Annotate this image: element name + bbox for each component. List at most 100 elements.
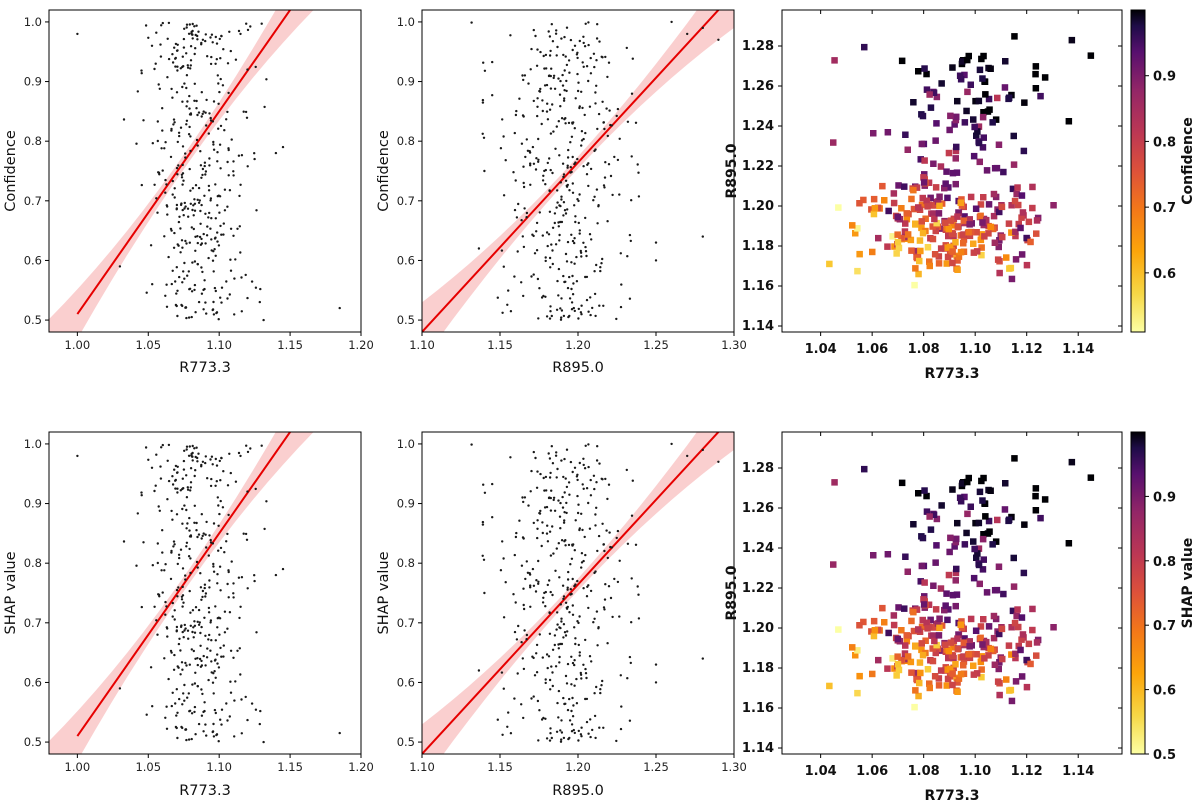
data-point — [981, 233, 988, 240]
data-point — [564, 179, 568, 182]
data-point — [600, 477, 603, 480]
data-point — [970, 240, 977, 247]
data-point — [562, 53, 565, 57]
data-point — [189, 624, 192, 627]
data-point — [514, 113, 518, 117]
data-point — [194, 606, 198, 609]
data-point — [966, 216, 973, 223]
data-point — [1003, 676, 1010, 683]
data-point — [193, 474, 196, 478]
data-point — [175, 203, 179, 207]
data-point — [595, 188, 599, 191]
data-point — [171, 61, 175, 64]
data-point — [549, 305, 552, 308]
data-point — [181, 100, 184, 103]
data-point — [200, 659, 203, 663]
data-point — [1008, 697, 1016, 705]
data-point — [830, 139, 837, 146]
data-point — [227, 596, 230, 599]
data-point — [183, 201, 186, 205]
data-point — [609, 596, 613, 600]
data-point — [183, 261, 186, 265]
data-point — [482, 136, 486, 139]
data-point — [628, 719, 632, 722]
data-point — [184, 728, 187, 731]
plot-area — [49, 10, 341, 332]
data-point — [226, 160, 229, 164]
data-point — [910, 627, 918, 635]
data-point — [181, 281, 184, 284]
data-point — [197, 623, 201, 626]
data-point — [155, 31, 158, 34]
data-point — [979, 641, 986, 648]
data-point — [205, 520, 208, 524]
data-point — [203, 164, 206, 168]
data-point — [482, 483, 485, 486]
data-point — [523, 207, 526, 210]
data-point — [584, 638, 587, 642]
data-point — [966, 643, 973, 650]
data-point — [541, 601, 545, 604]
data-point — [593, 617, 596, 620]
data-point — [180, 176, 184, 179]
data-point — [619, 305, 623, 309]
data-point — [218, 459, 221, 463]
data-point — [217, 318, 220, 321]
data-point — [924, 666, 932, 673]
data-point — [521, 496, 524, 499]
data-point — [501, 311, 504, 314]
data-point — [210, 55, 213, 59]
data-point — [945, 184, 952, 191]
data-point — [156, 120, 159, 123]
data-point — [140, 69, 143, 72]
data-point — [522, 667, 526, 671]
data-point — [952, 577, 959, 584]
data-point — [587, 732, 590, 735]
data-point — [569, 593, 572, 596]
data-point — [558, 515, 562, 518]
data-point — [203, 586, 206, 590]
data-point — [200, 203, 203, 207]
data-point — [177, 220, 181, 224]
data-point — [197, 722, 201, 726]
data-point — [979, 566, 987, 573]
data-point — [529, 183, 532, 186]
x-tick-label: 1.15 — [487, 760, 513, 774]
y-axis-label: Confidence — [3, 130, 19, 212]
data-point — [554, 32, 558, 35]
data-point — [535, 221, 539, 225]
data-point — [187, 637, 190, 640]
data-point — [918, 562, 926, 570]
data-point — [532, 584, 536, 587]
data-point — [1005, 642, 1013, 649]
data-point — [594, 524, 597, 527]
data-point — [1027, 238, 1034, 246]
data-point — [530, 469, 533, 473]
y-tick-label: 1.20 — [742, 199, 774, 214]
data-point — [185, 74, 189, 77]
data-point — [190, 648, 193, 651]
data-point — [549, 132, 553, 135]
data-point — [593, 571, 596, 575]
data-point — [525, 633, 529, 637]
data-point — [522, 185, 526, 189]
data-point — [598, 462, 601, 465]
data-point — [926, 262, 933, 270]
data-point — [193, 631, 197, 634]
data-point — [564, 634, 568, 637]
data-point — [515, 531, 518, 535]
data-point — [941, 606, 948, 614]
data-point — [563, 511, 566, 514]
data-point — [183, 449, 186, 452]
x-tick-label: 1.25 — [643, 338, 669, 352]
data-point — [234, 680, 237, 683]
data-point — [605, 107, 608, 110]
data-point — [974, 128, 981, 135]
data-point — [610, 124, 613, 127]
data-point — [588, 655, 592, 658]
data-point — [582, 35, 585, 38]
data-point — [218, 90, 221, 94]
data-point — [547, 655, 551, 658]
data-point — [219, 296, 222, 299]
data-point — [530, 275, 533, 278]
